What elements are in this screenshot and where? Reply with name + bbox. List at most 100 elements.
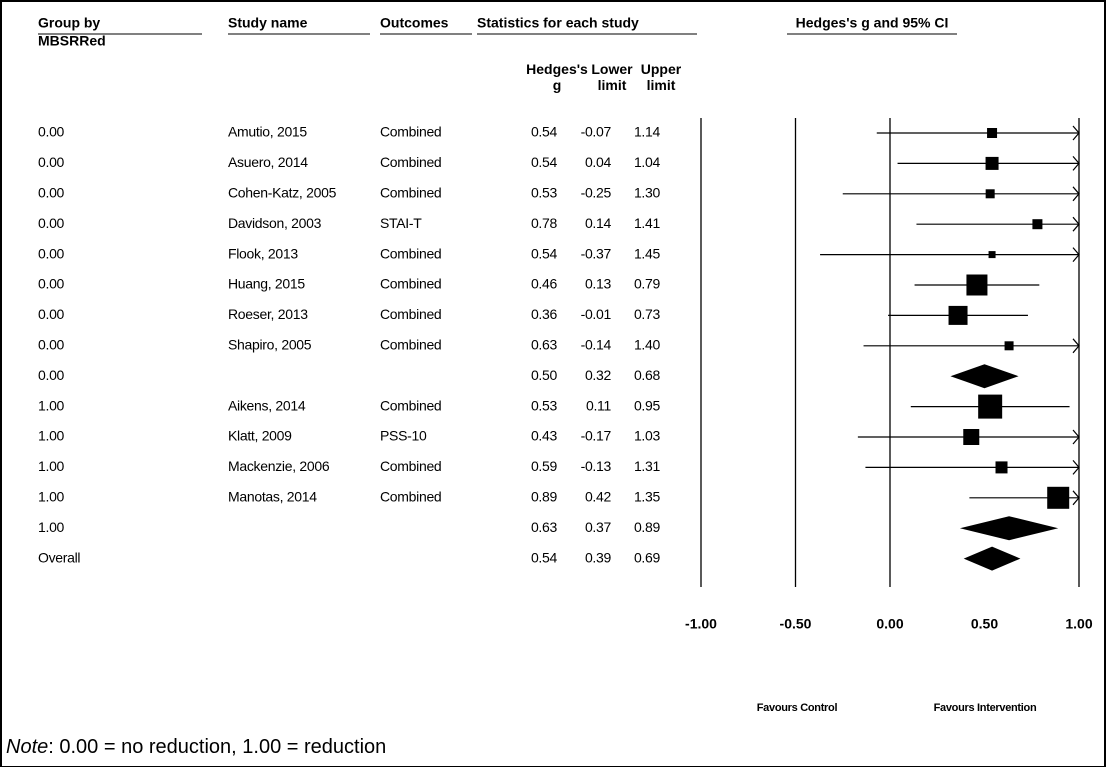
outcome-cell: Combined — [380, 245, 441, 261]
lower-cell: -0.01 — [581, 306, 612, 322]
study-cell: Manotas, 2014 — [228, 489, 317, 505]
group-cell: 1.00 — [38, 397, 65, 413]
column-header: Hedges's g — [526, 61, 588, 93]
upper-cell: 1.41 — [634, 215, 661, 231]
lower-cell: -0.14 — [581, 337, 612, 353]
favours-left: Favours Control — [757, 702, 838, 714]
estimate-cell: 0.53 — [531, 185, 558, 201]
upper-cell: 0.73 — [634, 306, 661, 322]
outcome-cell: Combined — [380, 397, 441, 413]
upper-cell: 1.40 — [634, 337, 661, 353]
estimate-square — [987, 128, 998, 138]
lower-cell: 0.42 — [585, 489, 612, 505]
upper-cell: 1.45 — [634, 245, 661, 261]
study-cell: Davidson, 2003 — [228, 215, 322, 231]
outcome-cell: Combined — [380, 489, 441, 505]
ci-arrow — [1072, 338, 1080, 354]
outcome-cell: Combined — [380, 154, 441, 170]
note: Note: 0.00 = no reduction, 1.00 = reduct… — [6, 736, 386, 759]
study-cell: Amutio, 2015 — [228, 124, 307, 140]
estimate-cell: 0.54 — [531, 124, 558, 140]
ci-arrow — [1072, 156, 1080, 171]
group-cell: 1.00 — [38, 519, 65, 535]
estimate-cell: 0.63 — [531, 337, 558, 353]
upper-cell: 0.95 — [634, 397, 661, 413]
upper-cell: 1.14 — [634, 124, 661, 140]
upper-cell: 0.79 — [634, 276, 661, 292]
outcome-cell: Combined — [380, 124, 441, 140]
estimate-cell: 0.53 — [531, 397, 558, 413]
estimate-cell: 0.36 — [531, 306, 558, 322]
lower-cell: 0.37 — [585, 519, 612, 535]
upper-cell: 0.89 — [634, 519, 661, 535]
lower-cell: 0.13 — [585, 276, 612, 292]
group-cell: 1.00 — [38, 458, 65, 474]
group-cell: 1.00 — [38, 489, 65, 505]
group-cell: 0.00 — [38, 276, 65, 292]
group-cell: 0.00 — [38, 245, 65, 261]
group-cell: 0.00 — [38, 124, 65, 140]
outcome-cell: Combined — [380, 337, 441, 353]
ci-arrow — [1072, 216, 1080, 232]
study-cell: Huang, 2015 — [228, 276, 305, 292]
study-cell: Mackenzie, 2006 — [228, 458, 330, 474]
x-tick-label: 0.00 — [876, 616, 903, 632]
ci-arrow — [1072, 186, 1080, 202]
ci-arrow — [1072, 490, 1080, 506]
study-cell: Aikens, 2014 — [228, 397, 306, 413]
estimate-cell: 0.89 — [531, 489, 558, 505]
group-cell: 1.00 — [38, 428, 65, 444]
lower-cell: -0.17 — [581, 428, 612, 444]
summary-diamond — [950, 364, 1019, 389]
lower-cell: -0.25 — [581, 185, 612, 201]
study-cell: Roeser, 2013 — [228, 306, 308, 322]
estimate-cell: 0.59 — [531, 458, 558, 474]
summary-diamond — [959, 516, 1059, 541]
outcome-cell: Combined — [380, 306, 441, 322]
lower-cell: -0.07 — [581, 124, 612, 140]
estimate-square — [966, 274, 988, 296]
upper-cell: 1.30 — [634, 185, 661, 201]
estimate-square — [995, 461, 1008, 474]
estimate-cell: 0.46 — [531, 276, 558, 292]
estimate-square — [985, 189, 995, 199]
lower-cell: 0.04 — [585, 154, 612, 170]
estimate-square — [978, 394, 1003, 419]
group-cell: 0.00 — [38, 154, 65, 170]
favours-right: Favours Intervention — [934, 702, 1037, 714]
upper-cell: 1.31 — [634, 458, 661, 474]
x-tick-label: -1.00 — [685, 616, 717, 632]
study-cell: Klatt, 2009 — [228, 428, 292, 444]
outcome-cell: STAI-T — [380, 215, 422, 231]
estimate-square — [985, 156, 999, 170]
study-cell: Shapiro, 2005 — [228, 337, 312, 353]
outcome-header: Outcomes — [380, 15, 449, 31]
estimate-cell: 0.54 — [531, 245, 558, 261]
study-cell: Flook, 2013 — [228, 245, 298, 261]
lower-cell: 0.39 — [585, 549, 612, 565]
note-label: Note — [6, 736, 49, 758]
x-tick-label: 1.00 — [1065, 616, 1092, 632]
lower-cell: 0.32 — [585, 367, 612, 383]
estimate-cell: 0.43 — [531, 428, 558, 444]
ci-arrow — [1072, 429, 1080, 445]
lower-cell: 0.14 — [585, 215, 612, 231]
group-cell: 0.00 — [38, 185, 65, 201]
column-header: Upper limit — [640, 61, 682, 93]
group-cell: 0.00 — [38, 306, 65, 322]
group-cell: 0.00 — [38, 337, 65, 353]
estimate-cell: 0.54 — [531, 549, 558, 565]
ci-arrow — [1072, 460, 1080, 475]
group-subheader: MBSRRed — [38, 33, 106, 49]
lower-cell: 0.11 — [586, 397, 612, 413]
outcome-cell: PSS-10 — [380, 428, 427, 444]
estimate-cell: 0.63 — [531, 519, 558, 535]
estimate-square — [1032, 219, 1043, 230]
note-text: : 0.00 = no reduction, 1.00 = reduction — [48, 736, 387, 758]
plot-header: Hedges's g and 95% CI — [796, 15, 949, 31]
ci-arrow — [1072, 247, 1080, 262]
estimate-square — [1047, 486, 1070, 509]
ci-arrow — [1072, 125, 1080, 141]
